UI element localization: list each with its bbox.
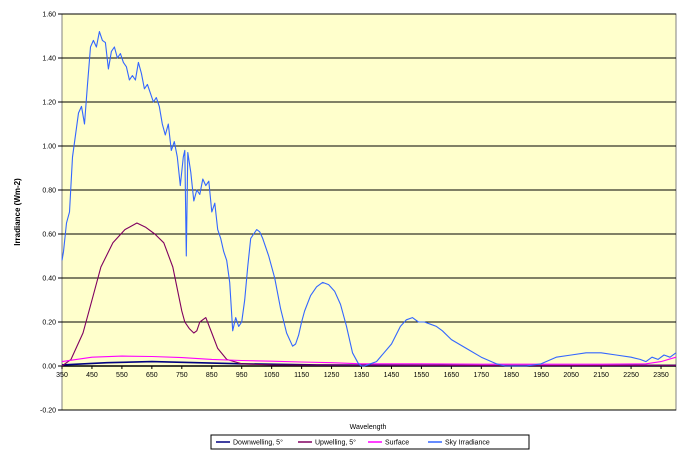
x-tick-label: 350 <box>56 372 68 379</box>
x-tick-label: 1050 <box>264 372 280 379</box>
series-lines <box>61 31 677 367</box>
y-tick-label: 1.40 <box>42 56 56 63</box>
y-tick-label: 0.80 <box>42 188 56 195</box>
x-tick-label: 2150 <box>593 372 609 379</box>
x-axis-title: Wavelength <box>350 424 387 431</box>
x-tick-label: 650 <box>146 372 158 379</box>
x-tick-label: 1650 <box>444 372 460 379</box>
x-tick-label: 550 <box>116 372 128 379</box>
x-tick-label: 1350 <box>354 372 370 379</box>
x-tick-label: 1150 <box>294 372 309 379</box>
y-axis-title: Irradiance (Wm-2) <box>13 178 22 246</box>
x-tick-label: 1750 <box>474 372 490 379</box>
x-tick-label: 2350 <box>653 372 669 379</box>
y-tick-label: 0.00 <box>42 364 56 371</box>
x-tick-label: 1950 <box>533 372 549 379</box>
y-tick-label: 1.20 <box>42 100 56 107</box>
y-tick-label: 0.40 <box>42 276 56 283</box>
series-line-4 <box>61 31 677 367</box>
x-tick-label: 2050 <box>563 372 579 379</box>
x-tick-label: 1250 <box>324 372 340 379</box>
x-tick-label: 1550 <box>414 372 430 379</box>
legend-label: Sky Irradiance <box>445 440 490 447</box>
plot-area <box>61 13 677 411</box>
x-tick-label: 1450 <box>384 372 400 379</box>
legend-label: Upwelling, 5° <box>315 439 356 447</box>
x-tick-label: 450 <box>86 372 98 379</box>
y-tick-label: 0.20 <box>42 320 56 327</box>
y-tick-label: 1.60 <box>42 12 56 19</box>
series-line-2 <box>61 222 677 367</box>
legend: Downwelling, 5° Upwelling, 5° Surface Sky I… <box>210 434 530 450</box>
legend-label: Downwelling, 5° <box>233 439 283 447</box>
y-tick-label: 1.00 <box>42 144 56 151</box>
x-tick-label: 2250 <box>623 372 639 379</box>
x-tick-label: 750 <box>176 372 188 379</box>
legend-label: Surface <box>385 440 409 447</box>
series-line-3 <box>61 355 677 365</box>
y-tick-label: -0.20 <box>40 408 56 415</box>
x-tick-label: 850 <box>206 372 218 379</box>
y-axis-ticks: -0.20 0.00 0.20 0.40 0.60 0.80 1.00 1.20 1.40 1.6… <box>40 12 62 415</box>
y-tick-label: 0.60 <box>42 232 56 239</box>
x-tick-label: 1850 <box>503 372 519 379</box>
x-tick-label: 950 <box>236 372 248 379</box>
legend-items: Downwelling, 5° Upwelling, 5° Surface Sky I… <box>216 439 490 447</box>
